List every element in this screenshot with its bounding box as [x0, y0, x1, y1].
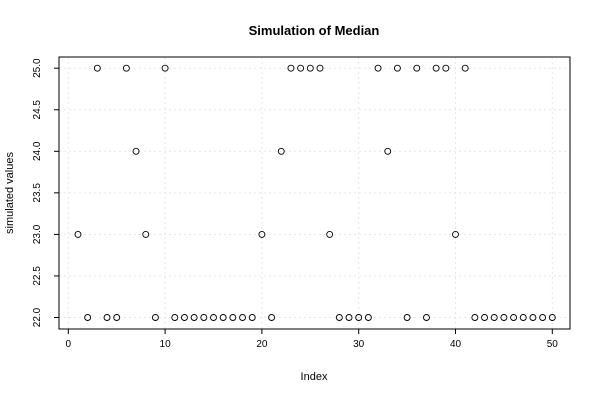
- data-point: [161, 64, 169, 72]
- grid: [59, 57, 570, 329]
- data-point: [258, 230, 266, 238]
- x-tick-label: 50: [547, 339, 559, 350]
- x-axis-label: Index: [301, 371, 328, 383]
- data-point: [297, 64, 305, 72]
- data-point: [113, 314, 121, 321]
- x-axis: 0 10 20 30 40 50: [66, 329, 559, 350]
- data-point: [287, 64, 295, 72]
- data-point: [510, 314, 518, 321]
- y-tick-label: 23.5: [32, 183, 43, 203]
- data-point: [432, 64, 440, 72]
- x-tick-label: 20: [256, 339, 268, 350]
- data-point: [190, 314, 198, 321]
- data-point: [103, 314, 111, 321]
- data-point: [374, 64, 382, 72]
- data-point: [171, 314, 179, 321]
- y-axis: 22.0 22.5 23.0 23.5 24.0 24.5 25.0: [32, 58, 59, 327]
- data-point: [316, 64, 324, 72]
- data-point: [326, 230, 334, 238]
- data-point: [529, 314, 537, 321]
- data-point: [268, 314, 276, 321]
- x-tick-label: 10: [160, 339, 172, 350]
- data-point: [200, 314, 208, 321]
- data-point: [500, 314, 508, 321]
- data-point: [393, 64, 401, 72]
- y-tick-label: 23.0: [32, 224, 43, 244]
- y-tick-label: 25.0: [32, 58, 43, 78]
- data-point: [481, 314, 488, 321]
- data-point: [306, 64, 314, 72]
- data-point: [132, 147, 140, 155]
- data-point: [84, 314, 92, 321]
- data-point: [384, 147, 392, 155]
- x-tick-label: 40: [450, 339, 462, 350]
- data-point: [181, 314, 188, 321]
- data-point: [548, 314, 556, 321]
- data-point: [248, 314, 256, 321]
- y-tick-label: 24.0: [32, 141, 43, 161]
- data-point: [229, 314, 237, 321]
- data-points: [74, 64, 556, 321]
- y-tick-label: 22.5: [32, 266, 43, 286]
- y-tick-label: 24.5: [32, 100, 43, 120]
- data-point: [74, 230, 82, 238]
- data-point: [490, 314, 498, 321]
- data-point: [93, 64, 101, 72]
- data-point: [122, 64, 130, 72]
- data-point: [345, 314, 353, 321]
- data-point: [355, 314, 363, 321]
- data-point: [519, 314, 527, 321]
- chart-title: Simulation of Median: [249, 23, 380, 38]
- data-point: [403, 314, 411, 321]
- data-point: [413, 64, 421, 72]
- data-point: [151, 314, 159, 321]
- data-point: [452, 230, 459, 238]
- data-point: [539, 314, 547, 321]
- data-point: [442, 64, 450, 72]
- data-point: [471, 314, 479, 321]
- data-point: [335, 314, 343, 321]
- y-axis-label: simulated values: [4, 152, 16, 234]
- data-point: [423, 314, 430, 321]
- data-point: [277, 147, 285, 155]
- x-tick-label: 0: [66, 339, 72, 350]
- data-point: [461, 64, 469, 72]
- data-point: [364, 314, 372, 321]
- data-point: [219, 314, 227, 321]
- data-point: [239, 314, 246, 321]
- data-point: [210, 314, 217, 321]
- y-tick-label: 22.0: [32, 307, 43, 327]
- data-point: [142, 230, 150, 238]
- x-tick-label: 30: [353, 339, 365, 350]
